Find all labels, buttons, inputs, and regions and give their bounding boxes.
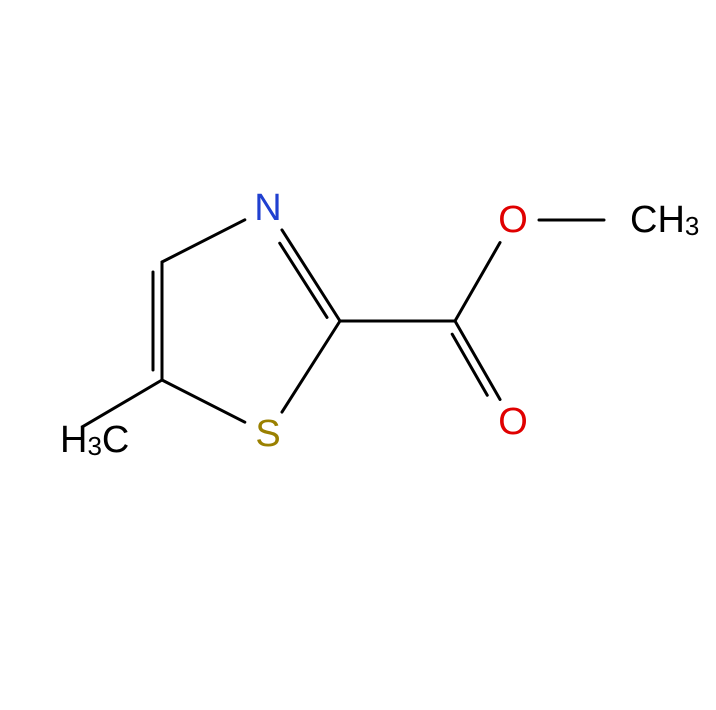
atom-label-oest: O	[498, 199, 528, 241]
atom-label-n: N	[254, 187, 281, 229]
atom-label-oket: O	[498, 401, 528, 443]
atom-label-s: S	[255, 413, 280, 455]
molecule-diagram: NSOOCH3H3C	[0, 0, 716, 710]
